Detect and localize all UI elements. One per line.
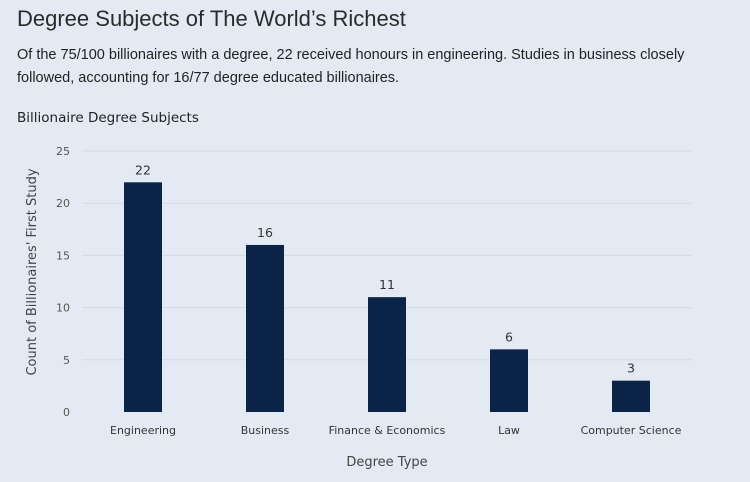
data-label: 3 [627,361,635,376]
x-tick-label: Law [498,424,520,437]
bar [124,182,162,412]
page-title: Degree Subjects of The World’s Richest [17,6,406,31]
x-tick-label: Finance & Economics [329,424,446,437]
y-axis-label: Count of Billionaires' First Study [25,168,40,375]
y-tick-label: 20 [56,197,70,210]
data-label: 6 [505,329,513,344]
chart-title: Billionaire Degree Subjects [17,110,199,126]
bar [246,244,284,412]
page-description: Of the 75/100 billionaires with a degree… [17,47,685,86]
y-tick-label: 25 [56,145,70,158]
data-label: 16 [257,225,273,240]
data-label: 22 [135,162,151,177]
x-axis-label: Degree Type [346,455,427,470]
bar [612,380,650,412]
y-tick-label: 0 [63,406,70,419]
x-tick-label: Engineering [110,424,176,437]
bar [368,297,406,412]
y-tick-label: 5 [63,354,70,367]
y-tick-label: 10 [56,302,70,315]
bar [490,349,528,412]
x-tick-label: Business [241,424,290,437]
y-tick-label: 15 [56,249,70,262]
x-tick-label: Computer Science [581,424,682,437]
data-label: 11 [379,277,395,292]
